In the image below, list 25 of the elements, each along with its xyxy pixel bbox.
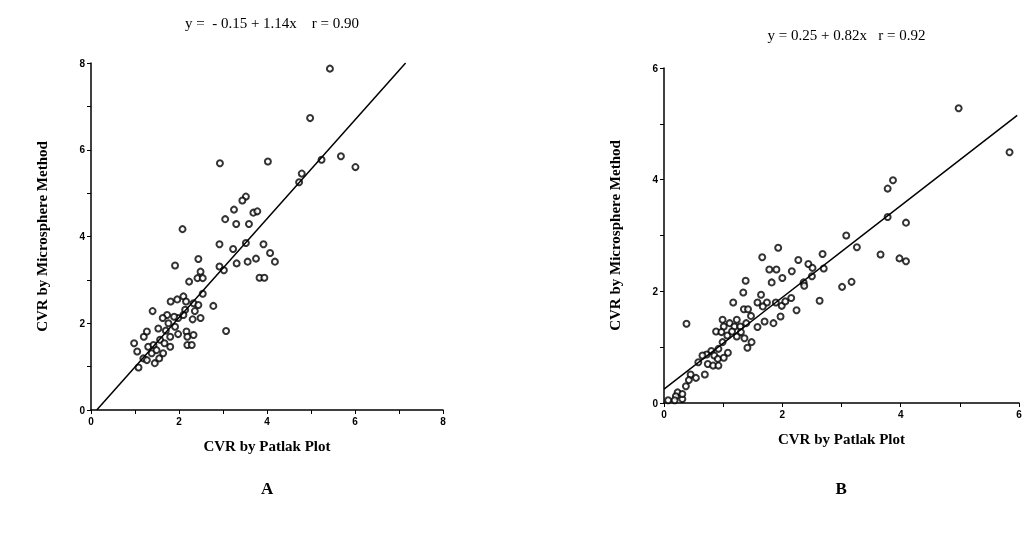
y-tick-label: 4	[79, 231, 86, 242]
y-axis-title: CVR by Microsphere Method	[33, 140, 50, 332]
x-axis-title: CVR by Patlak Plot	[203, 437, 331, 454]
y-tick-label: 2	[652, 285, 659, 297]
text: B	[835, 479, 847, 498]
x-tick-label: 0	[661, 408, 668, 420]
y-tick-label: 8	[79, 57, 86, 69]
x-tick-label: 6	[352, 415, 359, 427]
y-axis-title: CVR by Microsphere Method	[606, 139, 623, 331]
chart-title: y = 0.25 + 0.82x r = 0.92	[767, 26, 926, 43]
x-tick-label: 2	[176, 415, 183, 427]
x-tick-label: 6	[1016, 408, 1023, 420]
x-tick-label: 2	[779, 408, 786, 420]
x-axis-title: CVR by Patlak Plot	[777, 430, 906, 447]
x-tick-label: 4	[264, 415, 271, 427]
chart-title: y = - 0.15 + 1.14x r = 0.90	[184, 14, 360, 31]
y-tick-label: 0	[652, 397, 659, 409]
y-tick-label: 4	[652, 174, 659, 186]
x-tick-label: 8	[440, 415, 447, 427]
y-tick-label: 6	[79, 144, 86, 156]
text: A	[261, 479, 274, 498]
x-tick-label: 0	[88, 415, 95, 427]
x-tick-label: 4	[897, 408, 904, 420]
y-tick-label: 6	[652, 62, 659, 74]
y-tick-label: 2	[79, 317, 86, 329]
